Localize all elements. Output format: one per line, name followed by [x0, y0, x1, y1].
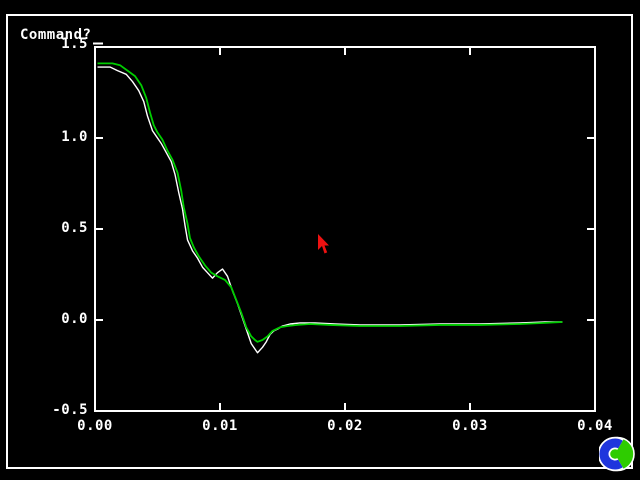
command-prompt[interactable]: Command?	[20, 27, 92, 43]
xtick-label: 0.00	[77, 418, 113, 434]
ytick-label: 0.5	[61, 220, 88, 236]
xtick-label: 0.04	[577, 418, 613, 434]
curves	[97, 62, 563, 354]
ytick-label: 1.5	[61, 36, 88, 52]
mouse-pointer-icon	[318, 234, 329, 254]
ytick-label: -0.5	[52, 402, 88, 418]
tick-marks	[95, 47, 595, 411]
busy-globe-icon	[599, 436, 635, 472]
series-green	[97, 62, 563, 343]
plot-frame	[94, 46, 596, 412]
ytick-label: 0.0	[61, 311, 88, 327]
series-white	[97, 66, 563, 354]
window-border	[6, 14, 633, 469]
xtick-label: 0.01	[202, 418, 238, 434]
ytick-label: 1.0	[61, 129, 88, 145]
xtick-label: 0.02	[327, 418, 363, 434]
xtick-label: 0.03	[452, 418, 488, 434]
